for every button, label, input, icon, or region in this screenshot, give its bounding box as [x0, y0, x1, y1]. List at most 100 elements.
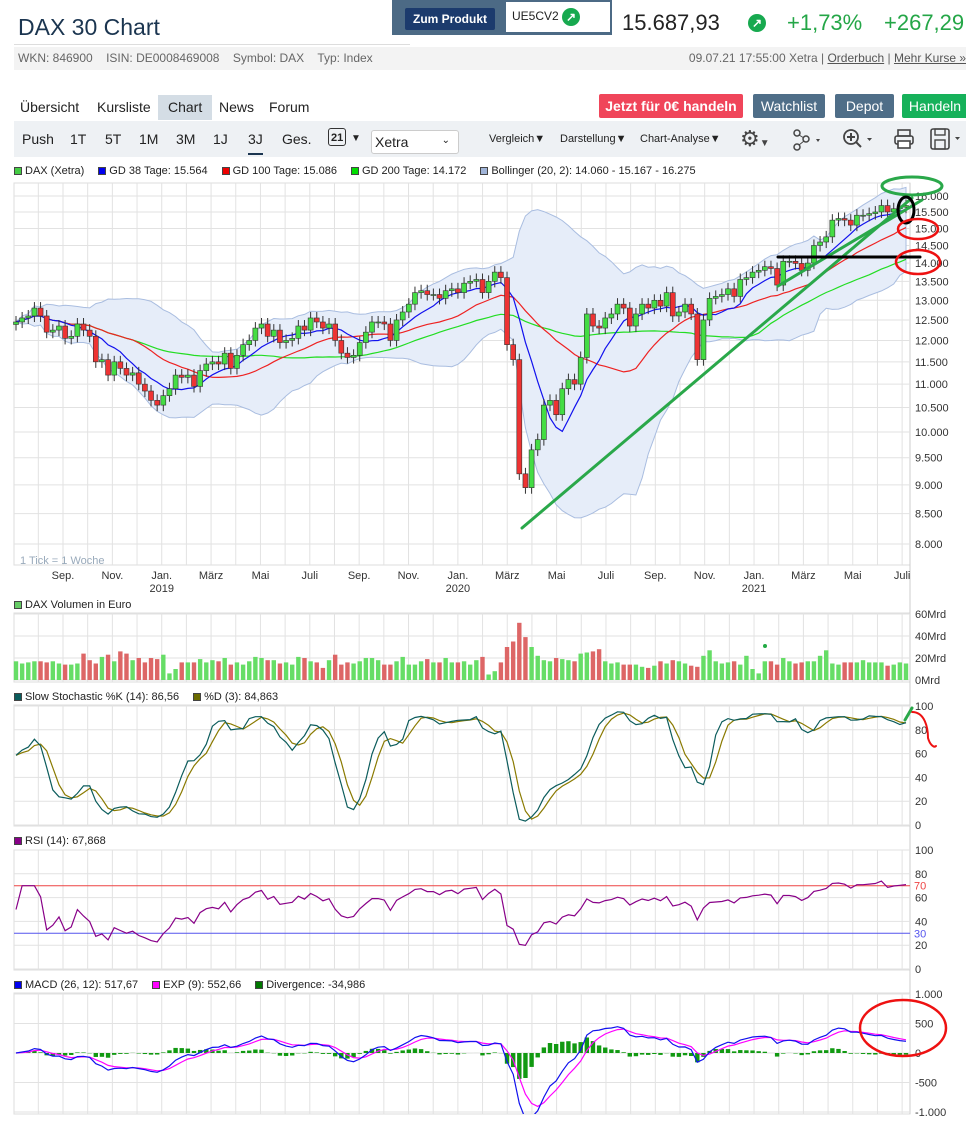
tab-news[interactable]: News [219, 99, 255, 115]
volume-bar [523, 637, 528, 680]
gear-icon[interactable]: ⚙▼ [740, 126, 770, 151]
vergleich-menu[interactable]: Vergleich▼ [489, 133, 546, 145]
exchange-select[interactable]: Xetra ⌄ [371, 130, 459, 154]
tab-forum[interactable]: Forum [269, 99, 310, 115]
volume-bar [615, 662, 620, 680]
trade-free-button[interactable]: Jetzt für 0€ handeln [599, 94, 743, 118]
macd-divergence-bar [480, 1053, 485, 1056]
volume-bar [566, 660, 571, 680]
macd-divergence-bar [345, 1053, 350, 1059]
volume-bar [375, 660, 381, 680]
macd-divergence-bar [603, 1047, 608, 1053]
candle [491, 271, 498, 282]
range-ges[interactable]: Ges. [282, 131, 312, 147]
volume-bar [891, 664, 896, 680]
candle [639, 303, 645, 315]
legend-label: Divergence: -34,986 [266, 979, 366, 991]
range-3j[interactable]: 3J [248, 131, 263, 155]
volume-bar [283, 662, 289, 680]
volume-bar [425, 659, 430, 680]
candle [522, 473, 529, 488]
macd-divergence-bar [633, 1053, 639, 1057]
stoch-d-line [15, 712, 907, 820]
handeln-button[interactable]: Handeln [902, 94, 966, 118]
volume-bar [781, 658, 786, 680]
candle [712, 296, 719, 299]
isin: ISIN: DE0008469008 [106, 51, 220, 65]
range-5t[interactable]: 5T [105, 131, 122, 147]
candle [356, 342, 363, 356]
volume-bar [664, 663, 669, 680]
x-tick-label: Nov. [101, 570, 123, 582]
candle [620, 303, 627, 309]
range-push[interactable]: Push [22, 131, 54, 147]
volume-bar [695, 666, 700, 680]
print-icon[interactable] [893, 128, 915, 150]
candle [731, 288, 737, 297]
candle [295, 325, 302, 339]
range-1j[interactable]: 1J [213, 131, 228, 147]
annotation-ellipse [896, 217, 940, 241]
candle [369, 321, 375, 333]
product-code-link[interactable]: UE5CV2 ↗ [506, 2, 610, 32]
range-3m[interactable]: 3M [176, 131, 196, 147]
exchange-value: Xetra [375, 134, 409, 150]
macd-divergence-bar [836, 1048, 841, 1053]
macd-divergence-bar [185, 1048, 191, 1053]
darstellung-menu[interactable]: Darstellung▼ [560, 133, 627, 145]
candle [86, 329, 93, 337]
volume-legend: DAX Volumen in Euro [14, 599, 145, 611]
volume-bar [676, 661, 682, 680]
candle [448, 288, 455, 292]
volume-bar [124, 653, 129, 680]
candle [185, 374, 191, 378]
zoom-in-icon[interactable] [842, 128, 878, 152]
calendar-icon[interactable]: 21 [328, 128, 347, 146]
watchlist-button[interactable]: Watchlist [753, 94, 825, 118]
candle [688, 303, 694, 315]
share-nodes-icon[interactable] [792, 129, 826, 151]
y-tick-label: 9.500 [915, 453, 943, 465]
candle [669, 292, 676, 317]
candle [436, 294, 443, 299]
macd-divergence-bar [332, 1053, 338, 1057]
save-icon[interactable] [929, 127, 966, 151]
macd-divergence-bar [799, 1053, 804, 1056]
volume-bar [118, 651, 123, 680]
macd-divergence-bar [541, 1047, 547, 1053]
orderbook-link[interactable]: Orderbuch [827, 51, 885, 65]
candle [283, 340, 289, 343]
legend-swatch [14, 601, 22, 609]
x-tick-label: Juli [598, 570, 615, 582]
stoch-k-line [15, 711, 907, 822]
depot-button[interactable]: Depot [835, 94, 894, 118]
range-1t[interactable]: 1T [70, 131, 87, 147]
tab-uebersicht[interactable]: Übersicht [20, 99, 80, 115]
macd-divergence-bar [216, 1050, 221, 1053]
candle [700, 319, 707, 360]
chart-analyse-menu[interactable]: Chart-Analyse▼ [640, 133, 721, 145]
candle [135, 372, 142, 385]
y-tick-label: 9.000 [915, 480, 943, 492]
candle [498, 271, 504, 278]
volume-bar [112, 661, 117, 680]
macd-divergence-bar [615, 1050, 620, 1053]
candle [749, 271, 756, 278]
calendar-dropdown-caret[interactable]: ▼ [351, 133, 361, 144]
annotation-trendline [520, 196, 914, 530]
zum-produkt-button[interactable]: Zum Produkt [405, 8, 495, 30]
volume-bar [646, 667, 651, 680]
more-quotes-link[interactable]: Mehr Kurse » [893, 51, 966, 65]
tab-chart[interactable]: Chart [158, 95, 213, 120]
volume-bar [247, 661, 252, 680]
volume-bar [290, 664, 295, 680]
volume-bar [351, 663, 356, 680]
macd-divergence-bar [535, 1053, 540, 1058]
tab-kursliste[interactable]: Kursliste [97, 99, 151, 115]
candle [657, 299, 664, 307]
candle [860, 214, 866, 217]
macd-divergence-bar [314, 1052, 319, 1053]
legend-label: MACD (26, 12): 517,67 [25, 979, 139, 991]
range-1m[interactable]: 1M [139, 131, 159, 147]
